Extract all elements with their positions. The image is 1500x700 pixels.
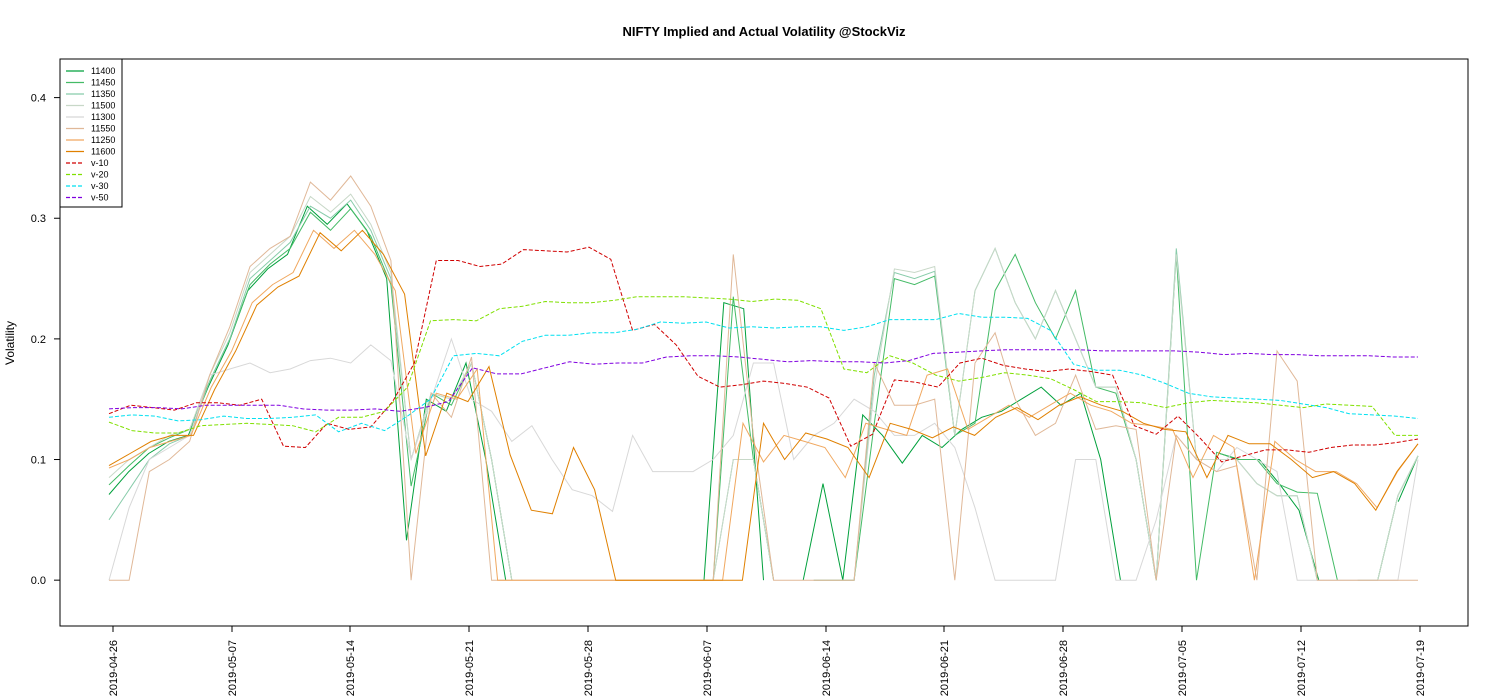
x-tick-label: 2019-06-07 bbox=[702, 640, 714, 696]
series-line-11400 bbox=[108, 203, 1419, 581]
legend-label: 11350 bbox=[91, 89, 115, 99]
series-layer bbox=[108, 175, 1419, 581]
legend-label: v-10 bbox=[91, 158, 109, 168]
y-tick-label: 0.2 bbox=[31, 334, 46, 346]
legend-label: 11550 bbox=[91, 124, 115, 134]
y-tick-label: 0.3 bbox=[31, 213, 46, 225]
x-tick-label: 2019-06-14 bbox=[821, 640, 833, 696]
y-axis: 0.0 0.1 0.2 0.3 0.4 bbox=[31, 93, 60, 587]
legend-label: v-30 bbox=[91, 181, 109, 191]
plot-frame bbox=[59, 58, 1469, 627]
series-line-v-30 bbox=[108, 312, 1419, 433]
legend-box bbox=[59, 58, 123, 208]
series-line-v-50 bbox=[108, 349, 1418, 412]
y-tick-label: 0.4 bbox=[31, 93, 46, 105]
x-tick-label: 2019-06-21 bbox=[939, 640, 951, 696]
legend-label: 11400 bbox=[91, 66, 115, 76]
x-tick-label: 2019-05-14 bbox=[345, 640, 357, 696]
series-line-11350 bbox=[108, 199, 1419, 581]
y-tick-label: 0.1 bbox=[31, 455, 46, 467]
x-tick-label: 2019-05-07 bbox=[227, 640, 239, 696]
legend-label: v-50 bbox=[91, 193, 109, 203]
y-axis-label: Volatility bbox=[3, 321, 17, 365]
x-tick-label: 2019-07-05 bbox=[1177, 640, 1189, 696]
legend-label: 11600 bbox=[91, 147, 115, 157]
series-line-11250 bbox=[108, 229, 1419, 581]
legend-label: 11500 bbox=[91, 101, 115, 111]
x-tick-label: 2019-05-21 bbox=[464, 640, 476, 696]
legend-label: 11250 bbox=[91, 135, 115, 145]
series-line-11450 bbox=[108, 207, 1419, 581]
legend-label: 11300 bbox=[91, 112, 115, 122]
series-line-v-10 bbox=[108, 246, 1419, 463]
x-tick-label: 2019-06-28 bbox=[1058, 640, 1070, 696]
series-line-11600 bbox=[108, 229, 1419, 581]
x-tick-label: 2019-07-19 bbox=[1415, 640, 1427, 696]
x-tick-label: 2019-05-28 bbox=[583, 640, 595, 696]
series-line-v-20 bbox=[108, 296, 1418, 436]
legend-label: v-20 bbox=[91, 170, 109, 180]
x-tick-label: 2019-04-26 bbox=[108, 640, 120, 696]
y-tick-label: 0.0 bbox=[31, 575, 46, 587]
chart-title: NIFTY Implied and Actual Volatility @Sto… bbox=[622, 24, 906, 39]
x-axis: 2019-04-26 2019-05-07 2019-05-14 2019-05-21… bbox=[108, 626, 1427, 696]
series-line-11500 bbox=[108, 193, 1419, 581]
x-tick-label: 2019-07-12 bbox=[1296, 640, 1308, 696]
legend-label: 11450 bbox=[91, 78, 115, 88]
